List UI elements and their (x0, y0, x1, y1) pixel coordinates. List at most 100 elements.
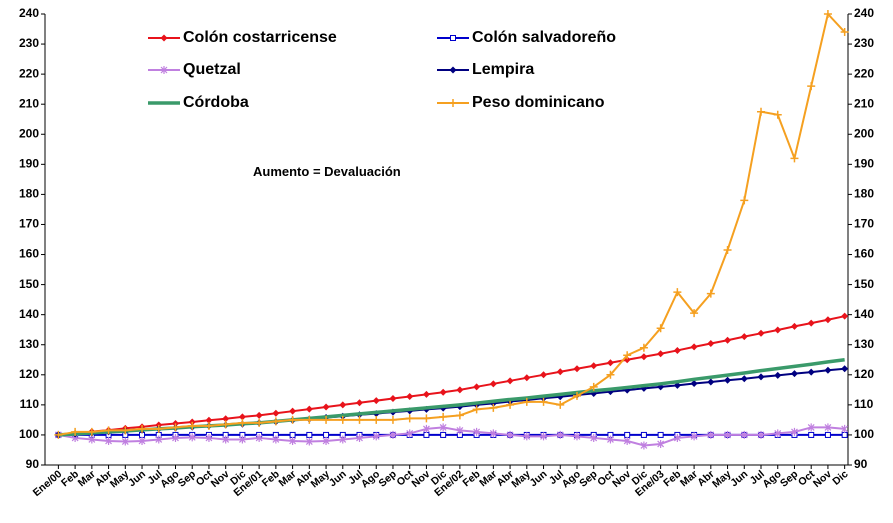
y2-tick-label: 120 (854, 367, 874, 381)
point (724, 430, 731, 439)
point (388, 415, 397, 424)
y2-tick-label: 110 (854, 397, 874, 411)
point (422, 390, 430, 398)
point (272, 409, 280, 417)
point (71, 427, 80, 436)
legend-marker (160, 66, 168, 74)
point (506, 430, 514, 439)
point (539, 397, 548, 406)
point (573, 432, 581, 441)
legend-marker (160, 34, 168, 42)
point (255, 418, 264, 427)
series (54, 10, 849, 439)
point (757, 430, 765, 439)
point (540, 371, 548, 379)
point (572, 391, 581, 400)
y2-tick-label: 220 (854, 66, 874, 80)
point (339, 435, 347, 444)
point (489, 380, 497, 388)
point (389, 395, 397, 403)
point (306, 431, 313, 438)
point (322, 403, 330, 411)
point (305, 437, 313, 446)
point (338, 415, 347, 424)
point (840, 28, 849, 37)
point (590, 362, 598, 370)
point (238, 435, 246, 444)
y2-tick-label: 150 (854, 277, 874, 291)
point (757, 329, 765, 337)
point (623, 436, 631, 445)
point (372, 432, 380, 441)
y-tick-label: 190 (19, 157, 39, 171)
point (406, 429, 414, 438)
point (105, 436, 112, 445)
point (657, 431, 664, 438)
point (791, 427, 798, 436)
point (824, 316, 832, 324)
point (440, 431, 447, 438)
point (706, 289, 715, 298)
point (305, 415, 314, 424)
legend-label: Quetzal (183, 61, 241, 78)
point (322, 436, 330, 445)
point (322, 415, 331, 424)
point (606, 359, 614, 367)
point (221, 420, 230, 429)
point (271, 417, 280, 426)
point (707, 340, 715, 348)
point (673, 433, 681, 442)
y2-tick-label: 230 (854, 36, 874, 50)
y-tick-label: 160 (19, 247, 39, 261)
point (523, 432, 531, 441)
y-tick-label: 230 (19, 36, 39, 50)
point (104, 426, 113, 435)
point (155, 435, 163, 444)
point (154, 424, 163, 433)
point (222, 435, 230, 444)
point (606, 370, 615, 379)
legend-label: Colón costarricense (183, 29, 337, 46)
point (188, 433, 196, 442)
point (841, 424, 849, 433)
point (673, 346, 681, 354)
point (523, 374, 531, 382)
point (724, 336, 732, 344)
point (289, 431, 296, 438)
y2-tick-label: 90 (854, 457, 868, 471)
point (389, 430, 397, 439)
point (757, 107, 766, 116)
y-tick-label: 180 (19, 187, 39, 201)
series-line (58, 13, 846, 436)
point (255, 411, 263, 419)
point (724, 376, 732, 384)
point (841, 431, 848, 438)
legend-label: Peso dominicano (472, 94, 605, 111)
point (356, 433, 363, 442)
point (740, 333, 748, 341)
y-tick-label: 200 (19, 126, 39, 140)
point (204, 421, 213, 430)
point (640, 441, 648, 450)
y2-tick-label: 200 (854, 126, 874, 140)
point (171, 423, 180, 432)
point (238, 413, 246, 421)
point (556, 430, 564, 439)
point (640, 431, 647, 438)
y-tick-label: 90 (26, 457, 40, 471)
point (323, 431, 330, 438)
point (473, 383, 481, 391)
point (757, 373, 765, 381)
point (774, 371, 782, 379)
point (807, 82, 816, 91)
point (824, 431, 831, 438)
point (506, 400, 515, 409)
x-tick-label: Ene/00 (31, 468, 65, 499)
y2-tick-label: 100 (854, 427, 874, 441)
y2-tick-label: 190 (854, 157, 874, 171)
y-tick-label: 140 (19, 307, 39, 321)
y-tick-label: 110 (20, 397, 40, 411)
point (589, 382, 598, 391)
point (289, 436, 297, 445)
